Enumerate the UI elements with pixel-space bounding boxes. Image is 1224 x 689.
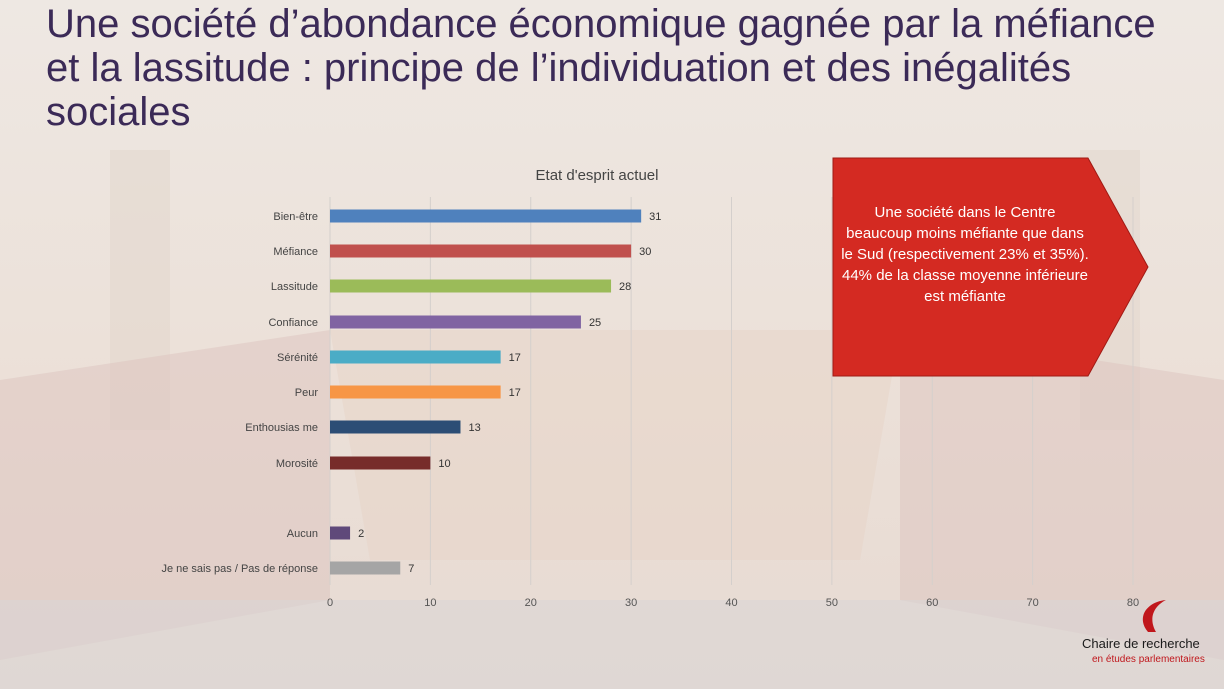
bar [330,209,642,223]
bar [330,526,351,540]
bar [330,385,501,399]
value-label: 2 [358,528,364,540]
value-label: 13 [468,422,480,434]
value-label: 17 [509,387,521,399]
x-tick-label: 20 [525,597,537,609]
bar [330,456,431,470]
bar [330,420,461,434]
value-label: 10 [438,458,450,470]
x-tick-label: 30 [625,597,637,609]
logo-swoosh-icon [1142,600,1166,632]
callout-arrow-shape [832,157,1149,377]
bar [330,561,401,575]
category-label: Je ne sais pas / Pas de réponse [161,563,318,575]
callout-text: Une société dans le Centre beaucoup moin… [841,204,1089,305]
category-label: Aucun [287,528,318,540]
logo-line-2: en études parlementaires [1092,654,1205,665]
x-tick-label: 60 [926,597,938,609]
slide-title: Une société d’abondance économique gagné… [46,2,1156,134]
bar [330,315,581,329]
bar [330,279,612,293]
x-tick-label: 70 [1027,597,1039,609]
category-label: Morosité [276,458,318,470]
category-label: Lassitude [271,281,318,293]
category-label: Méfiance [273,246,318,258]
value-label: 25 [589,317,601,329]
category-label: Enthousias me [245,422,318,434]
value-label: 7 [408,563,414,575]
value-label: 17 [509,352,521,364]
x-tick-label: 80 [1127,597,1139,609]
x-tick-label: 10 [424,597,436,609]
category-label: Confiance [268,317,318,329]
logo: Chaire de recherche en études parlementa… [1070,596,1220,666]
value-label: 30 [639,246,651,258]
chart-title: Etat d'esprit actuel [536,167,659,184]
logo-line-1: Chaire de recherche [1082,636,1200,651]
category-label: Bien-être [273,211,318,223]
x-tick-label: 50 [826,597,838,609]
x-tick-label: 0 [327,597,333,609]
category-labels: Bien-être Méfiance Lassitude Confiance Sérén… [161,211,318,575]
x-axis-ticks: 0 10 20 30 40 50 60 70 80 [327,597,1139,609]
value-label: 31 [649,211,661,223]
bars [330,209,642,575]
bar [330,350,501,364]
bar [330,244,632,258]
category-label: Peur [295,387,319,399]
x-tick-label: 40 [725,597,737,609]
category-label: Sérénité [277,352,318,364]
value-labels: 31 30 28 25 17 17 13 10 2 7 [358,211,661,575]
value-label: 28 [619,281,631,293]
